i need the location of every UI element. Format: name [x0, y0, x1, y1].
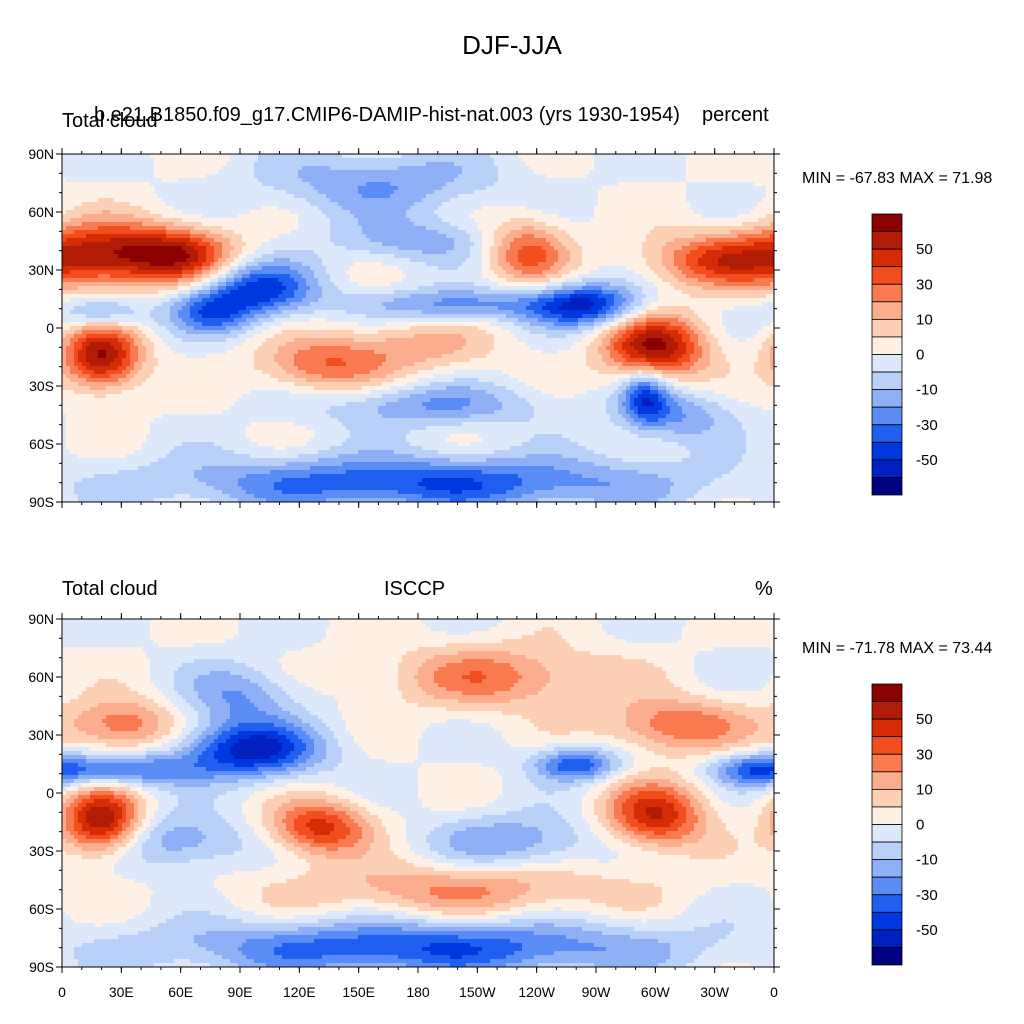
panel2-lat-label: 30S: [29, 843, 54, 859]
panel2-lat-label: 90N: [28, 611, 54, 627]
panel2-colorbar: 50 30 10 0 -10 -30 -50: [871, 683, 938, 966]
panel2-colorbar-label: -50: [916, 922, 938, 939]
panel2-colorbar-label: -30: [916, 887, 938, 904]
panel1-field: [62, 154, 775, 503]
panel2-colorbar-label: 30: [916, 746, 933, 763]
panel1-colorbar-label: -50: [916, 452, 938, 469]
panel2-min-max: MIN = -71.78 MAX = 73.44: [802, 640, 992, 658]
panel2-lon-label: 60E: [168, 984, 193, 1000]
panel2-lon-label: 0: [58, 984, 66, 1000]
panel2-field: [62, 619, 775, 968]
panel2-lon-label: 180: [406, 984, 430, 1000]
panel1-lat-label: 90N: [28, 146, 54, 162]
panel1-right-title: percent: [702, 104, 769, 127]
panel1-colorbar-label: 10: [916, 311, 933, 328]
panel2-colorbar-label: 0: [916, 817, 924, 834]
panel2-colorbar-label: -10: [916, 852, 938, 869]
panel1-lat-label: 30S: [29, 378, 54, 394]
panel1-left-title: Total cloud: [62, 110, 158, 133]
panel2-lon-label: 150E: [342, 984, 375, 1000]
panel2-colorbar-label: 50: [916, 711, 933, 728]
panel1-min-max: MIN = -67.83 MAX = 71.98: [802, 170, 992, 188]
panel1-lat-label: 30N: [28, 262, 54, 278]
panel1-colorbar-label: -10: [916, 382, 938, 399]
panel1-map: 90N60N30N030S60S90S030E60E90E120E150E180…: [28, 146, 938, 510]
panel2-left-title: Total cloud: [62, 578, 158, 601]
panel1-lat-label: 60N: [28, 204, 54, 220]
panel2-lat-label: 30N: [28, 727, 54, 743]
panel1-colorbar: 50 30 10 0 -10 -30 -50: [871, 213, 938, 496]
panel1-colorbar-label: 0: [916, 347, 924, 364]
panel2-lon-label: 90W: [582, 984, 612, 1000]
panel1-colorbar-label: 50: [916, 241, 933, 258]
panel1-lat-label: 60S: [29, 436, 54, 452]
panel1-colorbar-label: -30: [916, 417, 938, 434]
panel1-lat-label: 0: [46, 320, 54, 336]
panel2-lat-label: 90S: [29, 959, 54, 975]
panel1-colorbar-label: 30: [916, 276, 933, 293]
panel2-lon-label: 90E: [228, 984, 253, 1000]
figure-title: DJF-JJA: [0, 30, 1024, 61]
panel2-center-title: ISCCP: [384, 578, 445, 601]
panel2-lon-label: 60W: [641, 984, 671, 1000]
panel2-lon-label: 0: [770, 984, 778, 1000]
panel2-lat-label: 60N: [28, 669, 54, 685]
panel2-lon-label: 120E: [283, 984, 316, 1000]
panel2-lon-label: 120W: [518, 984, 555, 1000]
panel1-center-title: b.e21.B1850.f09_g17.CMIP6-DAMIP-hist-nat…: [94, 104, 680, 127]
panel1-lat-label: 90S: [29, 494, 54, 510]
panel2-lon-label: 30E: [109, 984, 134, 1000]
panel2-lon-label: 150W: [459, 984, 496, 1000]
panel2-lat-label: 0: [46, 785, 54, 801]
panel2-lon-label: 30W: [700, 984, 730, 1000]
panel2-lat-label: 60S: [29, 901, 54, 917]
panel2-colorbar-label: 10: [916, 781, 933, 798]
panel2-right-title: %: [755, 578, 773, 601]
